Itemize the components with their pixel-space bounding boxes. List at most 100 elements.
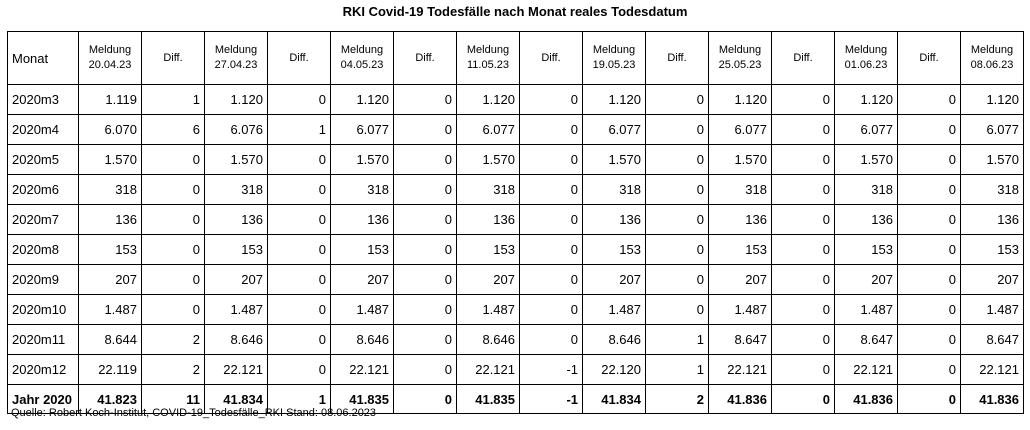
meldung-cell: 22.121	[834, 354, 898, 385]
meldung-cell: 1.120	[456, 84, 520, 115]
meldung-cell: 136	[330, 204, 394, 235]
meldung-cell: 153	[78, 234, 142, 265]
diff-cell: 0	[645, 174, 709, 205]
diff-cell: 0	[393, 114, 457, 145]
header-meldung: Meldung 20.04.23	[78, 31, 142, 85]
meldung-cell: 136	[960, 204, 1024, 235]
meldung-cell: 136	[708, 204, 772, 235]
meldung-cell: 1.487	[708, 294, 772, 325]
table-row: 2020m12 22.119 2 22.121 0 22.121 0 22.121 -1 22.1…	[7, 354, 1024, 385]
header-date: 11.05.23	[466, 59, 509, 71]
row-label: 2020m5	[7, 144, 79, 175]
meldung-cell: 6.077	[330, 114, 394, 145]
diff-cell: 0	[897, 144, 961, 175]
row-label: 2020m12	[7, 354, 79, 385]
header-diff: Diff.	[645, 31, 709, 85]
header-label: Meldung	[718, 44, 762, 56]
meldung-cell: 1.570	[78, 144, 142, 175]
header-label: Meldung	[844, 44, 888, 56]
diff-cell: 0	[519, 174, 583, 205]
diff-cell: 0	[267, 174, 331, 205]
meldung-cell: 153	[582, 234, 646, 265]
header-date: 25.05.23	[718, 59, 762, 71]
diff-cell: 2	[645, 384, 709, 414]
diff-cell: 0	[267, 354, 331, 385]
header-label: Diff.	[289, 51, 309, 64]
meldung-cell: 318	[78, 174, 142, 205]
header-meldung: Meldung 01.06.23	[834, 31, 898, 85]
diff-cell: 0	[141, 144, 205, 175]
diff-cell: 0	[771, 294, 835, 325]
meldung-cell: 22.119	[78, 354, 142, 385]
diff-cell: 0	[519, 114, 583, 145]
diff-cell: 0	[393, 384, 457, 414]
diff-cell: 0	[393, 84, 457, 115]
row-label: 2020m6	[7, 174, 79, 205]
meldung-cell: 41.834	[582, 384, 646, 414]
meldung-cell: 318	[330, 174, 394, 205]
meldung-cell: 207	[330, 264, 394, 295]
meldung-cell: 153	[330, 234, 394, 265]
header-date: 04.05.23	[340, 59, 384, 71]
row-label: 2020m9	[7, 264, 79, 295]
diff-cell: 0	[771, 204, 835, 235]
diff-cell: 0	[519, 84, 583, 115]
meldung-cell: 1.487	[582, 294, 646, 325]
diff-cell: 0	[897, 294, 961, 325]
header-meldung: Meldung 11.05.23	[456, 31, 520, 85]
table-title: RKI Covid-19 Todesfälle nach Monat reale…	[342, 4, 688, 19]
meldung-cell: 1.120	[330, 84, 394, 115]
diff-cell: 0	[897, 114, 961, 145]
meldung-cell: 136	[204, 204, 268, 235]
meldung-cell: 6.070	[78, 114, 142, 145]
meldung-cell: 1.570	[204, 144, 268, 175]
header-label: Meldung	[970, 44, 1014, 56]
header-label: Diff.	[415, 51, 435, 64]
meldung-cell: 6.077	[582, 114, 646, 145]
meldung-cell: 1.570	[834, 144, 898, 175]
diff-cell: 0	[267, 84, 331, 115]
header-row: Monat Meldung 20.04.23 Diff. Meldung 27.04.2…	[7, 31, 1024, 85]
meldung-cell: 8.647	[960, 324, 1024, 355]
header-label: Diff.	[793, 51, 813, 64]
diff-cell: 0	[771, 324, 835, 355]
table-row: 2020m6 318 0 318 0 318 0 318 0 318 0 318 0 318 0 318	[7, 174, 1024, 205]
meldung-cell: 8.646	[204, 324, 268, 355]
diff-cell: 0	[141, 294, 205, 325]
table-row: 2020m4 6.070 6 6.076 1 6.077 0 6.077 0 6.077 0 6.07…	[7, 114, 1024, 145]
meldung-cell: 136	[78, 204, 142, 235]
meldung-cell: 22.121	[204, 354, 268, 385]
header-meldung: Meldung 04.05.23	[330, 31, 394, 85]
meldung-cell: 207	[708, 264, 772, 295]
diff-cell: 0	[897, 384, 961, 414]
diff-cell: 0	[519, 204, 583, 235]
row-label: 2020m11	[7, 324, 79, 355]
header-label: Meldung	[214, 44, 258, 56]
diff-cell: 0	[771, 84, 835, 115]
meldung-cell: 6.077	[456, 114, 520, 145]
meldung-cell: 6.077	[834, 114, 898, 145]
header-diff: Diff.	[897, 31, 961, 85]
meldung-cell: 1.120	[582, 84, 646, 115]
table-row: 2020m9 207 0 207 0 207 0 207 0 207 0 207 0 207 0 207	[7, 264, 1024, 295]
table-row: 2020m3 1.119 1 1.120 0 1.120 0 1.120 0 1.120 0 1.12…	[7, 84, 1024, 115]
diff-cell: 0	[267, 234, 331, 265]
diff-cell: 0	[897, 84, 961, 115]
meldung-cell: 22.121	[330, 354, 394, 385]
diff-cell: 0	[141, 174, 205, 205]
meldung-cell: 1.120	[708, 84, 772, 115]
diff-cell: 0	[267, 294, 331, 325]
diff-cell: 0	[393, 264, 457, 295]
diff-cell: 0	[141, 234, 205, 265]
meldung-cell: 1.120	[204, 84, 268, 115]
meldung-cell: 1.487	[456, 294, 520, 325]
diff-cell: 0	[771, 354, 835, 385]
diff-cell: 0	[897, 204, 961, 235]
meldung-cell: 207	[960, 264, 1024, 295]
header-diff: Diff.	[771, 31, 835, 85]
meldung-cell: 1.570	[960, 144, 1024, 175]
meldung-cell: 318	[582, 174, 646, 205]
meldung-cell: 153	[708, 234, 772, 265]
meldung-cell: 8.647	[708, 324, 772, 355]
header-label: Diff.	[163, 51, 183, 64]
